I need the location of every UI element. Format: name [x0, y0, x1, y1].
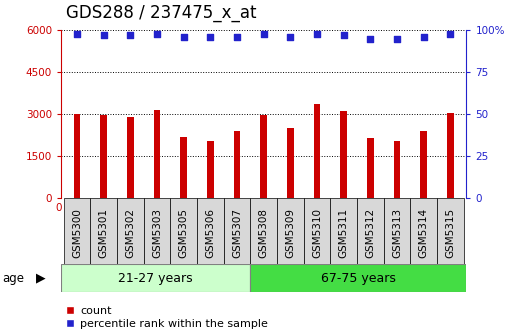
FancyBboxPatch shape: [357, 198, 384, 264]
FancyBboxPatch shape: [250, 264, 466, 292]
Text: GSM5314: GSM5314: [419, 208, 429, 258]
Bar: [234, 131, 240, 198]
Point: [419, 34, 428, 40]
Text: 67-75 years: 67-75 years: [321, 271, 396, 285]
Text: GSM5303: GSM5303: [152, 208, 162, 258]
Text: GSM5302: GSM5302: [125, 208, 135, 258]
FancyBboxPatch shape: [410, 198, 437, 264]
Bar: [367, 138, 374, 198]
Text: GSM5300: GSM5300: [72, 208, 82, 258]
Point: [259, 31, 268, 36]
Point: [73, 31, 81, 36]
Text: GSM5306: GSM5306: [205, 208, 215, 258]
Bar: [180, 137, 187, 198]
Point: [126, 33, 135, 38]
Bar: [340, 112, 347, 198]
Point: [339, 33, 348, 38]
Text: GSM5305: GSM5305: [179, 208, 189, 258]
Point: [313, 31, 321, 36]
Text: 21-27 years: 21-27 years: [118, 271, 193, 285]
Bar: [287, 128, 294, 198]
Point: [153, 31, 161, 36]
FancyBboxPatch shape: [170, 198, 197, 264]
Bar: [314, 104, 320, 198]
Bar: [394, 141, 400, 198]
Bar: [100, 115, 107, 198]
Text: ▶: ▶: [36, 272, 46, 285]
FancyBboxPatch shape: [64, 198, 90, 264]
Point: [180, 34, 188, 40]
Text: GSM5311: GSM5311: [339, 208, 349, 258]
Point: [393, 36, 401, 41]
Legend: count, percentile rank within the sample: count, percentile rank within the sample: [61, 301, 272, 333]
FancyBboxPatch shape: [250, 198, 277, 264]
Bar: [207, 141, 214, 198]
Point: [446, 31, 455, 36]
FancyBboxPatch shape: [330, 198, 357, 264]
Text: GSM5309: GSM5309: [285, 208, 295, 258]
Text: GSM5313: GSM5313: [392, 208, 402, 258]
Text: GSM5312: GSM5312: [365, 208, 375, 258]
Text: GSM5301: GSM5301: [99, 208, 109, 258]
Bar: [260, 115, 267, 198]
Point: [286, 34, 295, 40]
Point: [233, 34, 241, 40]
FancyBboxPatch shape: [90, 198, 117, 264]
FancyBboxPatch shape: [117, 198, 144, 264]
Point: [206, 34, 215, 40]
FancyBboxPatch shape: [224, 198, 250, 264]
FancyBboxPatch shape: [304, 198, 330, 264]
FancyBboxPatch shape: [437, 198, 464, 264]
Bar: [127, 117, 134, 198]
FancyBboxPatch shape: [61, 264, 250, 292]
Text: GSM5315: GSM5315: [445, 208, 455, 258]
Bar: [154, 110, 160, 198]
Text: GSM5308: GSM5308: [259, 208, 269, 258]
Text: age: age: [3, 272, 25, 285]
Text: GSM5310: GSM5310: [312, 208, 322, 258]
FancyBboxPatch shape: [144, 198, 170, 264]
Text: GDS288 / 237475_x_at: GDS288 / 237475_x_at: [66, 4, 257, 22]
FancyBboxPatch shape: [197, 198, 224, 264]
Bar: [74, 114, 80, 198]
Text: 0: 0: [56, 204, 63, 213]
FancyBboxPatch shape: [277, 198, 304, 264]
Point: [100, 33, 108, 38]
Text: GSM5307: GSM5307: [232, 208, 242, 258]
Point: [366, 36, 375, 41]
Bar: [447, 114, 454, 198]
Bar: [420, 131, 427, 198]
FancyBboxPatch shape: [384, 198, 410, 264]
